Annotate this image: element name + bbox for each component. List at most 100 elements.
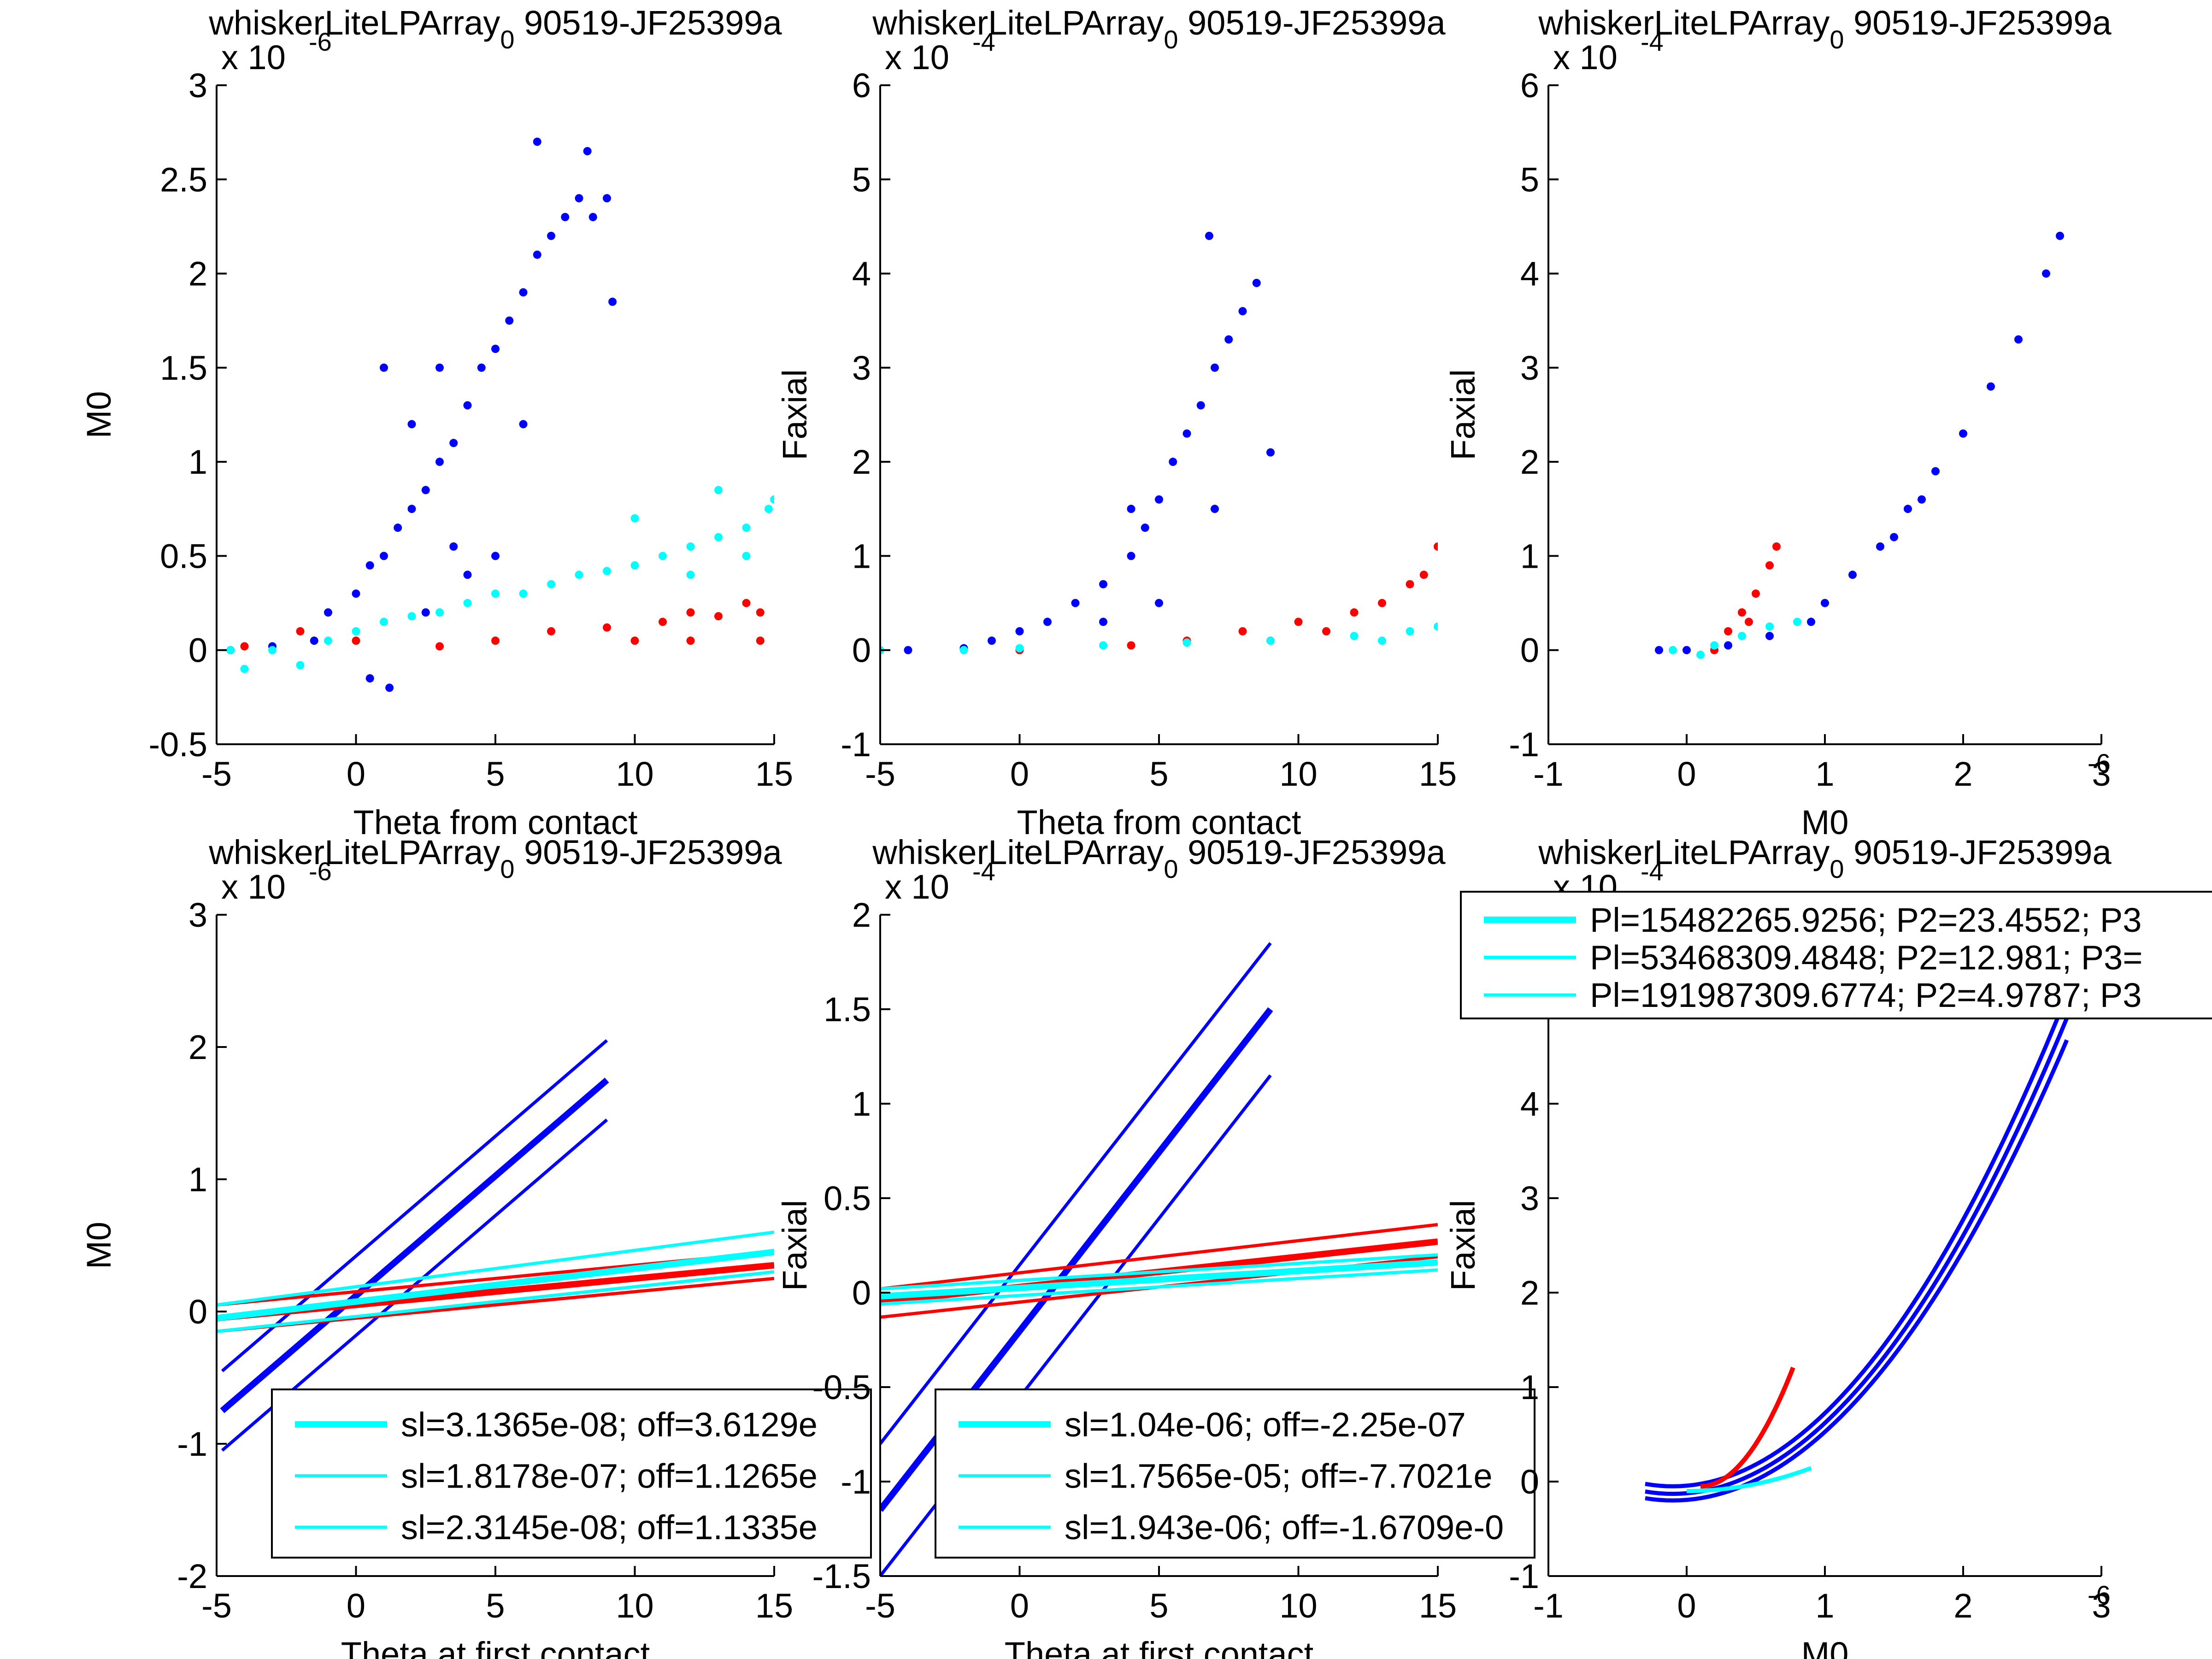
data-point <box>226 646 235 654</box>
data-point <box>533 250 541 259</box>
data-point <box>659 618 667 626</box>
data-point <box>904 646 912 654</box>
legend-label: sl=1.943e-06; off=-1.6709e-0 <box>1065 1508 1504 1547</box>
data-point <box>575 194 583 203</box>
data-point <box>296 661 305 670</box>
y-tick-label: 2 <box>1520 443 1539 481</box>
data-point <box>561 213 570 221</box>
legend-box <box>935 1388 1535 1559</box>
data-point <box>1793 618 1801 626</box>
y-axis-label: Faxial <box>1444 369 1482 460</box>
x-tick-label: -5 <box>201 755 232 793</box>
data-point <box>1419 571 1428 579</box>
x-axis-label: M0 <box>1801 1635 1849 1659</box>
data-point <box>988 636 996 645</box>
data-point <box>1015 627 1024 635</box>
y-tick-label: 1.5 <box>824 990 871 1029</box>
data-point <box>686 608 695 617</box>
series-blue <box>226 137 617 692</box>
data-point <box>1683 646 1691 654</box>
y-tick-label: 1 <box>852 1085 871 1123</box>
data-point <box>1378 636 1386 645</box>
y-tick-label: 1 <box>1520 537 1539 575</box>
data-point <box>365 561 374 570</box>
data-point <box>1406 580 1414 588</box>
data-point <box>1155 599 1163 607</box>
data-point <box>2042 269 2050 278</box>
legend: Pl=15482265.9256; P2=23.4552; P3Pl=53468… <box>1460 891 2212 1019</box>
data-point <box>547 231 555 240</box>
data-point <box>407 505 416 513</box>
y-tick-label: 2 <box>852 896 871 934</box>
chart-title: whiskerLiteLPArray0 90519-JF25399a <box>872 833 1446 883</box>
fit-curve-blue <box>1645 1017 2069 1496</box>
fit-line-cyan <box>217 1230 774 1307</box>
x-tick-label: 5 <box>486 755 505 793</box>
y-tick-label: -1 <box>1509 1557 1539 1595</box>
y-tick-label: -0.5 <box>812 1368 871 1406</box>
data-point <box>519 288 528 297</box>
y-tick-label: 6 <box>1520 66 1539 105</box>
plot-area <box>1655 231 2064 659</box>
y-tick-label: 1 <box>188 1160 207 1199</box>
data-point <box>603 567 611 576</box>
data-point <box>756 608 765 617</box>
data-point <box>1378 599 1386 607</box>
x-tick-label: 15 <box>755 755 793 793</box>
data-point <box>959 646 968 654</box>
subplot-p2: -5 0 5 10 15 -1 0 1 2 3 4 5 6 x 10 -4whiskerLiteLPArra… <box>776 4 1457 841</box>
x-exponent-power: -6 <box>2088 1580 2111 1609</box>
plot-area <box>1645 994 2069 1503</box>
x-tick-label: 0 <box>347 1587 365 1625</box>
data-point <box>1765 561 1774 570</box>
legend-box <box>1460 891 2212 1019</box>
y-axis-label: M0 <box>80 1222 118 1269</box>
data-point <box>2056 231 2064 240</box>
data-point <box>742 552 751 560</box>
data-point <box>1765 622 1774 631</box>
data-point <box>1127 505 1135 513</box>
subplot-p5: -5 0 5 10 15 -1.5 -1 -0.5 0 0.5 1 1.5 2 x 10 -4whisker… <box>776 833 1535 1659</box>
fit-line-blue <box>221 1039 608 1372</box>
y-tick-label: -2 <box>177 1557 207 1595</box>
legend-label: sl=1.7565e-05; off=-7.7021e <box>1065 1457 1493 1495</box>
x-tick-label: 1 <box>1815 1587 1834 1625</box>
data-point <box>1669 646 1677 654</box>
data-point <box>491 552 500 560</box>
y-exponent-power: -4 <box>972 27 995 56</box>
x-tick-label: -1 <box>1533 1587 1564 1625</box>
data-point <box>1196 401 1205 410</box>
y-tick-label: 2 <box>188 255 207 293</box>
subplot-p3: -1 0 1 2 3 -1 0 1 2 3 4 5 6 x 10 -4 -6 whiskerLiteLPArra… <box>1444 4 2112 841</box>
y-tick-label: 3 <box>188 66 207 105</box>
data-point <box>588 213 597 221</box>
data-point <box>1252 279 1261 287</box>
x-tick-label: 10 <box>616 755 653 793</box>
data-point <box>1224 335 1233 344</box>
data-point <box>1710 641 1718 650</box>
data-point <box>1071 599 1080 607</box>
x-tick-label: 3 <box>2092 1587 2111 1625</box>
data-point <box>324 636 332 645</box>
data-point <box>547 580 555 588</box>
data-point <box>449 439 458 447</box>
data-point <box>1807 618 1815 626</box>
x-tick-label: -1 <box>1533 755 1564 793</box>
data-point <box>1724 627 1732 635</box>
data-point <box>352 589 360 598</box>
x-tick-label: 2 <box>1953 1587 1972 1625</box>
data-point <box>1141 524 1149 532</box>
data-point <box>1155 495 1163 504</box>
data-point <box>1205 231 1213 240</box>
data-point <box>421 486 430 494</box>
y-tick-label: 3 <box>852 349 871 387</box>
y-tick-label: 2 <box>1520 1274 1539 1312</box>
data-point <box>742 524 751 532</box>
data-point <box>491 636 500 645</box>
x-tick-label: 5 <box>1149 1587 1168 1625</box>
data-point <box>608 297 617 306</box>
data-point <box>630 561 639 570</box>
data-point <box>1043 618 1052 626</box>
y-tick-label: 1.5 <box>160 349 207 387</box>
